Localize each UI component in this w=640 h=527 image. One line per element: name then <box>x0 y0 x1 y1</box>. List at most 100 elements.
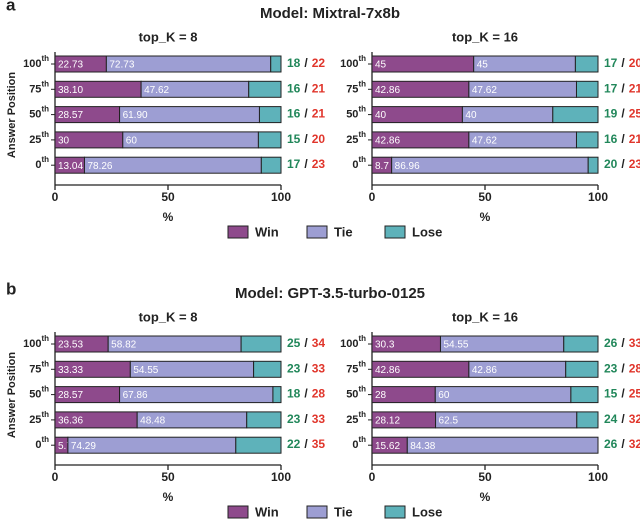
correct-count: 26 <box>604 437 618 451</box>
correct-count: 22 <box>287 437 301 451</box>
total-count: 21 <box>312 81 326 95</box>
y-tick-label: 25th <box>346 410 366 426</box>
legend-label: Win <box>255 504 279 519</box>
bar-segment <box>260 156 282 174</box>
total-count: 23 <box>312 157 326 171</box>
panel-letter: b <box>6 279 16 298</box>
ratio-separator: / <box>304 412 308 426</box>
bar-segment <box>258 106 282 124</box>
correct-count: 20 <box>604 157 618 171</box>
value-label: 47.62 <box>144 85 169 96</box>
bar-segment <box>576 411 599 429</box>
x-tick-label: 100 <box>271 470 291 484</box>
total-count: 32 <box>629 437 640 451</box>
y-axis-label: Answer Position <box>6 72 18 158</box>
ratio-separator: / <box>621 361 625 375</box>
value-label: 23.53 <box>58 340 83 351</box>
ratio-separator: / <box>621 157 625 171</box>
y-tick-label: 75th <box>29 359 49 375</box>
value-label: 48.48 <box>140 416 165 427</box>
value-label: 36.36 <box>58 416 83 427</box>
value-label: 54.55 <box>443 340 468 351</box>
bar-segment <box>575 80 599 98</box>
bar-segment <box>565 360 599 378</box>
bar-segment <box>253 360 282 378</box>
ratio-separator: / <box>621 56 625 70</box>
correct-count: 18 <box>287 56 301 70</box>
ratio-separator: / <box>304 157 308 171</box>
x-axis-label: % <box>163 210 174 224</box>
x-axis-label: % <box>163 490 174 504</box>
value-label: 38.10 <box>58 85 83 96</box>
y-tick-label: 75th <box>346 359 366 375</box>
ratio-separator: / <box>304 107 308 121</box>
bar-segment <box>246 411 282 429</box>
ratio-label: 22/ 35 <box>287 437 325 451</box>
total-count: 21 <box>629 81 640 95</box>
bar-segment <box>272 386 282 404</box>
legend-label: Tie <box>334 504 353 519</box>
bar-segment <box>406 436 599 454</box>
legend-swatch <box>306 225 328 239</box>
x-tick-label: 100 <box>271 190 291 204</box>
y-tick-label: 100th <box>340 54 366 70</box>
panel-letter: a <box>6 0 16 14</box>
value-label: 60 <box>438 390 450 401</box>
total-count: 28 <box>629 361 640 375</box>
ratio-separator: / <box>304 336 308 350</box>
correct-count: 16 <box>287 107 301 121</box>
x-tick-label: 100 <box>588 470 608 484</box>
y-tick-label: 25th <box>346 130 366 146</box>
value-label: 61.90 <box>123 110 148 121</box>
correct-count: 25 <box>287 336 301 350</box>
ratio-label: 17/ 21 <box>604 81 640 95</box>
value-label: 60 <box>126 136 138 147</box>
y-tick-label: 100th <box>23 54 49 70</box>
value-label: 30.3 <box>375 340 395 351</box>
ratio-separator: / <box>621 336 625 350</box>
value-label: 8.7 <box>375 161 389 172</box>
value-label: 42.86 <box>375 136 400 147</box>
value-label: 42.86 <box>375 85 400 96</box>
correct-count: 15 <box>604 387 618 401</box>
value-label: 54.55 <box>133 365 158 376</box>
y-tick-label: 0th <box>35 155 49 171</box>
correct-count: 23 <box>604 361 618 375</box>
bar-segment <box>473 55 576 73</box>
y-tick-label: 50th <box>29 105 49 121</box>
bar-segment <box>257 131 282 149</box>
x-tick-label: 50 <box>478 190 492 204</box>
ratio-label: 16/ 21 <box>287 81 325 95</box>
value-label: 45 <box>375 60 387 71</box>
total-count: 20 <box>312 132 326 146</box>
correct-count: 26 <box>604 336 618 350</box>
correct-count: 15 <box>287 132 301 146</box>
chart-title: top_K = 8 <box>139 29 198 44</box>
total-count: 33 <box>629 336 640 350</box>
bar-segment <box>371 55 475 73</box>
value-label: 28.57 <box>58 110 83 121</box>
y-tick-label: 0th <box>35 435 49 451</box>
ratio-label: 23/ 28 <box>604 361 640 375</box>
ratio-separator: / <box>621 107 625 121</box>
x-axis-label: % <box>480 490 491 504</box>
y-tick-label: 100th <box>23 334 49 350</box>
value-label: 72.73 <box>109 60 134 71</box>
bar-segment <box>235 436 282 454</box>
x-tick-label: 0 <box>52 190 59 204</box>
correct-count: 19 <box>604 107 618 121</box>
total-count: 32 <box>629 412 640 426</box>
total-count: 33 <box>312 412 326 426</box>
value-label: 40 <box>465 110 477 121</box>
legend-swatch <box>227 225 249 239</box>
ratio-label: 20/ 23 <box>604 157 640 171</box>
bar-segment <box>122 131 259 149</box>
value-label: 28 <box>375 390 387 401</box>
legend-label: Tie <box>334 224 353 239</box>
x-axis-label: % <box>480 210 491 224</box>
ratio-label: 17/ 23 <box>287 157 325 171</box>
ratio-label: 15/ 20 <box>287 132 325 146</box>
total-count: 35 <box>312 437 326 451</box>
ratio-label: 26/ 32 <box>604 437 640 451</box>
